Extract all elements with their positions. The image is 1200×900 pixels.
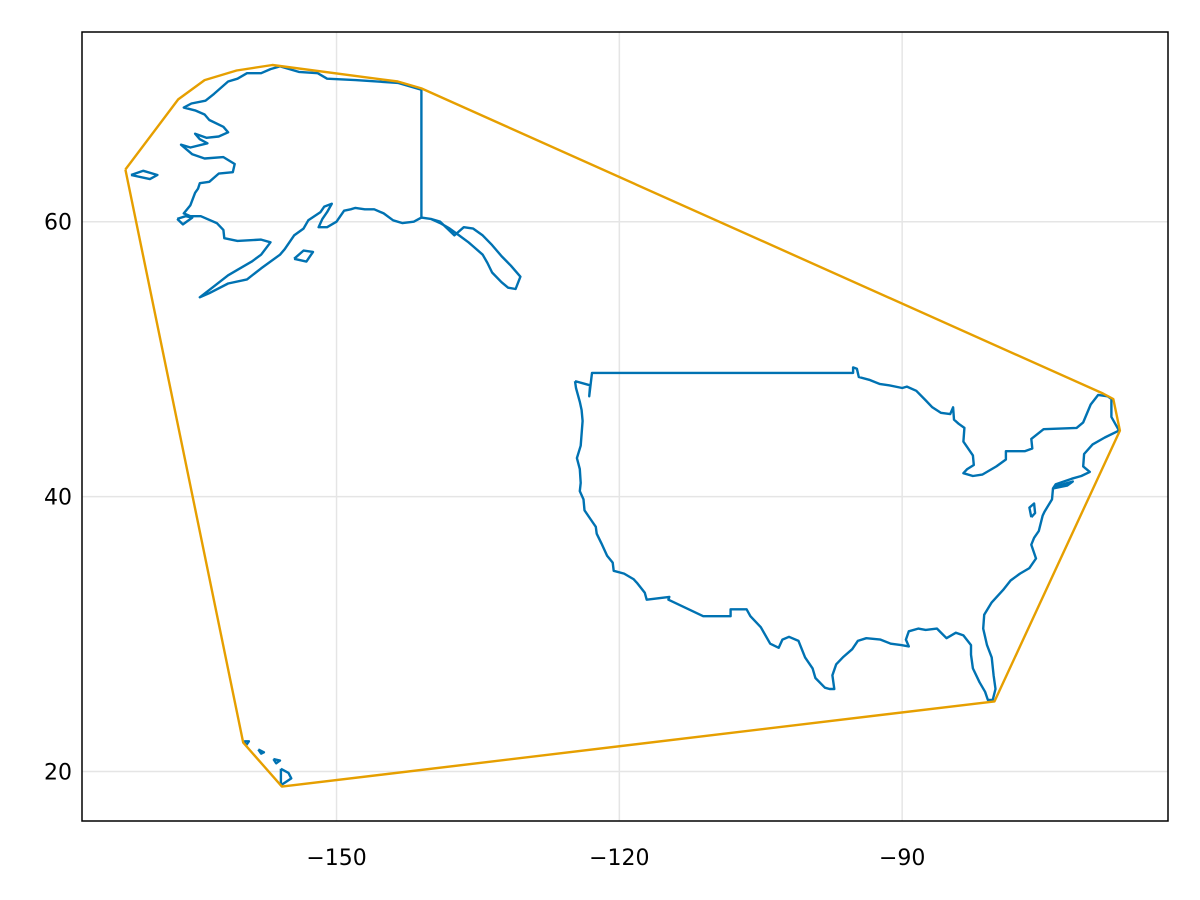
hawaii-maui-line: [272, 757, 282, 765]
st-lawrence-island-line: [130, 169, 159, 181]
hawaii-big-island-line: [279, 767, 293, 787]
hawaii-oahu-line: [257, 748, 266, 755]
chesapeake-shore-line: [1028, 502, 1037, 519]
alaska-southeast-coast-line: [421, 216, 522, 291]
x-tick-label: −150: [306, 846, 366, 871]
grid-lines: [82, 32, 1168, 821]
kodiak-island-line: [293, 249, 315, 263]
tick-labels: −150 −120 −90 20 40 60: [44, 211, 925, 871]
x-tick-label: −90: [879, 846, 925, 871]
x-tick-label: −120: [589, 846, 649, 871]
y-tick-label: 40: [44, 486, 72, 511]
long-island-line: [1052, 480, 1075, 490]
axes-frame: [81, 31, 1169, 822]
contiguous-us-outline-line: [573, 366, 1121, 702]
nunivak-island-line: [176, 214, 194, 226]
y-tick-label: 60: [44, 211, 72, 236]
convex-hull-line: [124, 63, 1122, 788]
plot-area: [124, 63, 1122, 788]
y-tick-label: 20: [44, 761, 72, 786]
alaska-outline-line: [179, 65, 423, 299]
